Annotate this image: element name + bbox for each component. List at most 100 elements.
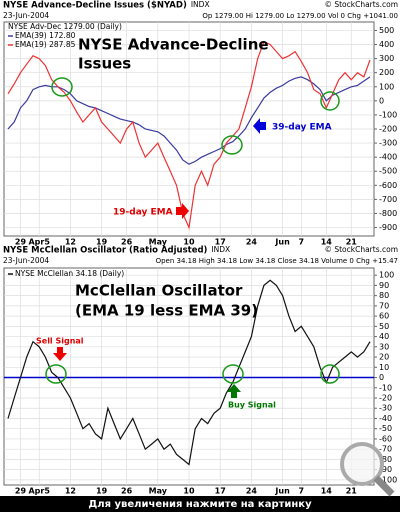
x-tick-label: Apr5 bbox=[28, 487, 50, 496]
annotation: McClellan Oscillator bbox=[75, 282, 243, 300]
y-tick-label: -40 bbox=[379, 414, 392, 423]
arrow bbox=[227, 384, 241, 398]
quote: Open 34.18 High 34.18 Low 34.18 Close 34… bbox=[156, 257, 398, 265]
x-tick-label: 12 bbox=[65, 487, 76, 496]
y-tick-label: 300 bbox=[379, 54, 394, 63]
x-tick-label: 7 bbox=[299, 238, 305, 247]
y-tick-label: 100 bbox=[379, 82, 394, 91]
x-tick-label: 24 bbox=[246, 238, 258, 247]
y-tick-label: -90 bbox=[379, 465, 392, 474]
y-tick-label: -80 bbox=[379, 455, 392, 464]
x-tick-label: 29 bbox=[15, 487, 27, 496]
footer-text[interactable]: Для увеличения нажмите на картинку bbox=[88, 499, 312, 510]
annotation: (EMA 19 less EMA 39) bbox=[75, 302, 258, 320]
y-tick-label: -50 bbox=[379, 424, 392, 433]
legend-entry: EMA(39) 172.80 bbox=[15, 31, 76, 40]
y-tick-label: -20 bbox=[379, 393, 392, 402]
y-tick-label: -10 bbox=[379, 383, 392, 392]
arrow bbox=[53, 347, 67, 361]
handle bbox=[373, 475, 395, 497]
magnifier-icon[interactable] bbox=[340, 442, 395, 497]
circle bbox=[221, 135, 243, 155]
series-line bbox=[7, 279, 371, 466]
x-tick-label: 12 bbox=[65, 238, 76, 247]
exchange: INDX bbox=[211, 245, 230, 254]
date: 23-Jun-2004 bbox=[3, 256, 49, 265]
legend-title: NYSE Adv-Dec 1279.00 (Daily) bbox=[8, 22, 122, 31]
circle bbox=[51, 77, 73, 97]
x-tick-label: 14 bbox=[321, 487, 333, 496]
arrow bbox=[176, 203, 189, 219]
arrow bbox=[253, 118, 266, 134]
y-tick-label: -700 bbox=[379, 195, 397, 204]
x-tick-label: 19 bbox=[96, 487, 108, 496]
y-tick-label: -900 bbox=[379, 223, 397, 232]
y-tick-label: -300 bbox=[379, 139, 397, 148]
series-line bbox=[7, 40, 371, 230]
y-tick-label: 90 bbox=[379, 281, 389, 290]
y-tick-label: 100 bbox=[379, 271, 394, 280]
y-tick-label: 0 bbox=[379, 373, 384, 382]
x-tick-label: May bbox=[149, 238, 168, 247]
x-tick-label: Jun bbox=[274, 487, 290, 496]
annotation: Issues bbox=[78, 55, 131, 73]
watermark: © StockCharts.com bbox=[324, 0, 398, 9]
circle bbox=[320, 364, 340, 384]
x-tick-label: 10 bbox=[183, 238, 195, 247]
quote: Op 1279.00 Hi 1279.00 Lo 1279.00 Vol 0 C… bbox=[202, 12, 398, 20]
x-tick-label: 26 bbox=[121, 487, 133, 496]
x-tick-label: 17 bbox=[215, 487, 226, 496]
y-tick-label: 500 bbox=[379, 26, 394, 35]
footer-bar bbox=[0, 496, 400, 512]
y-tick-label: 200 bbox=[379, 68, 394, 77]
x-tick-label: Jun bbox=[274, 238, 290, 247]
y-tick-label: 40 bbox=[379, 332, 389, 341]
date: 23-Jun-2004 bbox=[3, 11, 49, 20]
x-tick-label: 21 bbox=[346, 487, 358, 496]
x-tick-label: May bbox=[149, 487, 168, 496]
chart-title: NYSE McClellan Oscillator (Ratio Adjuste… bbox=[3, 246, 208, 256]
x-tick-label: 24 bbox=[246, 487, 258, 496]
y-tick-label: 80 bbox=[379, 291, 389, 300]
y-tick-label: 50 bbox=[379, 322, 389, 331]
circle bbox=[222, 364, 244, 384]
legend-entry: EMA(19) 287.85 bbox=[15, 40, 76, 49]
y-tick-label: -200 bbox=[379, 125, 397, 134]
x-tick-label: 21 bbox=[346, 238, 358, 247]
y-tick-label: -100 bbox=[379, 110, 397, 119]
annotation: 19-day EMA bbox=[113, 208, 173, 218]
y-tick-label: 20 bbox=[379, 353, 389, 362]
watermark: © StockCharts.com bbox=[324, 245, 398, 254]
x-tick-label: 26 bbox=[121, 238, 133, 247]
series-line bbox=[7, 76, 371, 165]
y-tick-label: -400 bbox=[379, 153, 397, 162]
y-tick-label: -600 bbox=[379, 181, 397, 190]
y-tick-label: -60 bbox=[379, 434, 392, 443]
annotation: Sell Signal bbox=[36, 337, 84, 346]
y-tick-label: 0 bbox=[379, 96, 384, 105]
y-tick-label: -70 bbox=[379, 445, 392, 454]
annotation: Buy Signal bbox=[228, 401, 276, 410]
x-tick-label: 10 bbox=[183, 487, 195, 496]
lens bbox=[340, 442, 384, 486]
annotation: 39-day EMA bbox=[272, 123, 332, 133]
y-tick-label: -500 bbox=[379, 167, 397, 176]
y-tick-label: 10 bbox=[379, 363, 389, 372]
y-tick-label: 60 bbox=[379, 312, 389, 321]
chart-title: NYSE Advance-Decline Issues ($NYAD) bbox=[3, 1, 187, 11]
y-tick-label: -30 bbox=[379, 404, 392, 413]
legend-entry: NYSE McClellan 34.18 (Daily) bbox=[15, 269, 124, 278]
y-tick-label: -800 bbox=[379, 209, 397, 218]
x-tick-label: 29 bbox=[15, 238, 27, 247]
x-tick-label: 14 bbox=[321, 238, 333, 247]
y-tick-label: 30 bbox=[379, 342, 389, 351]
y-tick-label: 400 bbox=[379, 40, 394, 49]
circle bbox=[45, 364, 67, 384]
circle bbox=[320, 91, 340, 111]
signal-circles bbox=[45, 77, 340, 384]
exchange: INDX bbox=[191, 0, 210, 9]
y-tick-label: -100 bbox=[379, 475, 397, 484]
x-tick-label: 19 bbox=[96, 238, 108, 247]
y-tick-label: 70 bbox=[379, 301, 389, 310]
